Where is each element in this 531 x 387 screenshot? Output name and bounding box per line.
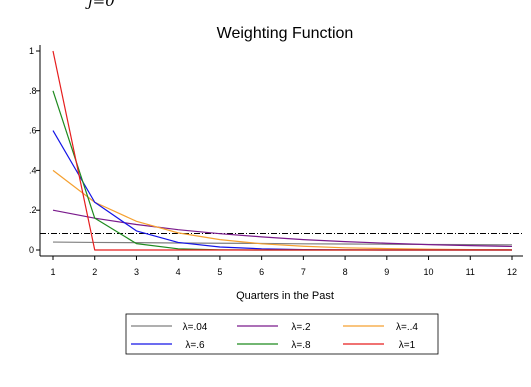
x-tick-label: 1 [50, 267, 55, 277]
series-line [52, 130, 512, 251]
x-tick-label: 5 [217, 267, 222, 277]
series-line [52, 169, 513, 251]
x-axis-label: Quarters in the Past [236, 290, 334, 302]
y-tick-label: 1 [29, 46, 34, 56]
x-tick-label: 11 [466, 267, 475, 277]
y-ticks: 0 .2 .4 .6 .8 1 [29, 46, 40, 255]
x-tick-label: 2 [92, 267, 97, 277]
legend-label: λ=1 [399, 340, 416, 351]
series-line [52, 50, 512, 251]
x-tick-label: 3 [134, 267, 139, 277]
axes [39, 45, 523, 257]
y-tick-label: .6 [29, 126, 37, 136]
y-tick-label: 0 [29, 245, 34, 255]
y-tick-label: .8 [29, 86, 37, 96]
series-line [52, 90, 512, 251]
legend-label: λ=..4 [396, 322, 418, 333]
x-ticks: 1 2 3 4 5 6 7 8 9 10 11 12 [50, 256, 517, 277]
legend-label: λ=.6 [185, 340, 205, 351]
legend-box [125, 313, 439, 355]
legend-label: λ=.2 [291, 322, 311, 333]
x-tick-label: 12 [507, 267, 517, 277]
series-group [52, 50, 513, 251]
legend: λ=.04 λ=.2 λ=..4 λ=.6 λ=.8 λ=1 [125, 313, 439, 355]
cropped-header-fragment: j=0 [85, 0, 115, 10]
x-tick-label: 9 [384, 267, 389, 277]
series-line [52, 209, 513, 248]
y-tick-label: .4 [29, 165, 37, 175]
x-tick-label: 10 [424, 267, 434, 277]
legend-label: λ=.8 [291, 340, 311, 351]
x-tick-label: 7 [301, 267, 306, 277]
y-tick-label: .2 [29, 205, 37, 215]
x-tick-label: 8 [343, 267, 348, 277]
x-tick-label: 4 [176, 267, 181, 277]
chart-title: Weighting Function [217, 25, 354, 42]
legend-label: λ=.04 [183, 322, 208, 333]
x-tick-label: 6 [259, 267, 264, 277]
